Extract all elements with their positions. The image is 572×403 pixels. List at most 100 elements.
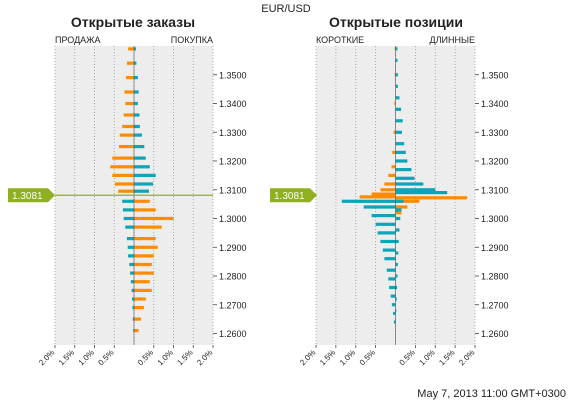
bar-right-teal	[395, 199, 404, 203]
bar-left-teal	[363, 205, 396, 209]
bar-left-teal	[382, 248, 396, 252]
bar-left-teal	[341, 199, 396, 203]
long-side-label: ДЛИННЫЕ	[430, 35, 475, 45]
bar-left-orange	[112, 173, 134, 177]
bar-left-teal	[130, 280, 134, 284]
y-tick-label: 1.3200	[219, 157, 247, 167]
open-positions-title: Открытые позиции	[329, 14, 463, 30]
bar-left-orange	[118, 189, 134, 193]
bar-left-orange	[359, 195, 396, 199]
x-tick-label: 1.5%	[437, 348, 456, 367]
bar-left-teal	[386, 268, 396, 272]
bar-left-teal	[133, 329, 134, 333]
bar-right-teal	[134, 182, 153, 186]
bar-left-orange	[371, 192, 396, 196]
bar-left-teal	[127, 245, 134, 249]
bar-right-orange	[395, 199, 420, 203]
open-orders-chart: Открытые заказы ПРОДАЖА ПОКУПКА 1.2600 1.…	[8, 14, 247, 367]
bar-right-teal	[395, 239, 399, 244]
bar-right-orange	[134, 317, 142, 321]
bar-right-teal	[395, 228, 400, 232]
y-tick-label: 1.3100	[481, 185, 509, 195]
x-tick-label: 1.0%	[417, 348, 436, 367]
bar-left-teal	[130, 271, 134, 275]
bar-right-teal	[134, 47, 136, 51]
bar-left-teal	[132, 297, 134, 301]
y-tick-label: 1.2800	[481, 272, 509, 282]
bar-right-teal	[395, 262, 398, 267]
y-tick-label: 1.2800	[219, 272, 247, 282]
bar-left-teal	[375, 222, 396, 226]
timestamp-label: May 7, 2013 11:00 GMT+0300	[417, 388, 566, 400]
y-tick-label: 1.2700	[219, 300, 247, 310]
bar-left-teal	[123, 216, 134, 221]
bar-left-teal	[126, 237, 134, 241]
x-tick-label: 1.0%	[338, 348, 357, 367]
bar-left-teal	[129, 262, 134, 267]
current-price-label: 1.3081	[12, 191, 43, 202]
bar-right-teal	[395, 297, 397, 301]
bar-right-orange	[134, 329, 139, 333]
bar-left-teal	[393, 320, 396, 324]
x-tick-label: 2.0%	[298, 348, 317, 367]
bar-right-orange	[134, 245, 158, 249]
bar-left-orange	[126, 76, 134, 80]
bar-right-teal	[395, 182, 424, 186]
bar-left-teal	[390, 294, 396, 298]
bar-left-teal	[132, 317, 134, 321]
bar-right-teal	[395, 119, 403, 123]
x-tick-label: 2.0%	[457, 348, 476, 367]
bar-left-teal	[380, 239, 396, 244]
bar-left-teal	[391, 303, 396, 307]
bar-right-teal	[395, 285, 398, 290]
bar-right-teal	[395, 96, 400, 100]
chart-main-title: EUR/USD	[261, 3, 311, 15]
current-price-marker	[270, 188, 317, 203]
current-price-marker	[8, 188, 55, 203]
current-price-label: 1.3081	[274, 191, 305, 202]
bar-right-orange	[395, 196, 468, 200]
bar-right-orange	[134, 237, 156, 241]
bar-right-teal	[395, 251, 399, 255]
y-tick-label: 1.2900	[219, 243, 247, 253]
bar-right-teal	[395, 191, 448, 195]
y-tick-label: 1.2600	[219, 329, 247, 339]
bar-left-orange	[123, 113, 134, 117]
short-side-label: КОРОТКИЕ	[316, 35, 364, 45]
bar-right-orange	[134, 306, 144, 310]
bar-right-orange	[134, 288, 152, 292]
y-tick-label: 1.3400	[481, 99, 509, 109]
bar-right-teal	[395, 216, 401, 221]
bar-left-orange	[112, 156, 134, 160]
bar-right-teal	[395, 188, 436, 192]
y-tick-label: 1.3500	[219, 70, 247, 80]
bar-right-teal	[134, 113, 140, 117]
y-tick-label: 1.3400	[219, 99, 247, 109]
x-tick-label: 0.5%	[96, 348, 115, 367]
y-tick-label: 1.3000	[219, 214, 247, 224]
bar-right-teal	[134, 90, 139, 94]
bar-right-teal	[395, 159, 408, 163]
bar-left-orange	[393, 130, 396, 134]
bar-right-teal	[134, 165, 150, 169]
bar-right-teal	[395, 176, 415, 180]
buy-side-label: ПОКУПКА	[171, 35, 213, 45]
y-tick-label: 1.2900	[481, 243, 509, 253]
bar-right-teal	[395, 150, 406, 154]
bar-left-teal	[122, 208, 134, 212]
bar-right-orange	[134, 225, 162, 229]
bar-right-teal	[395, 47, 398, 51]
bar-left-orange	[394, 47, 396, 51]
bar-left-teal	[128, 254, 134, 258]
bar-right-teal	[395, 84, 398, 88]
y-tick-label: 1.2700	[481, 300, 509, 310]
bar-right-orange	[134, 199, 150, 203]
x-tick-label: 0.5%	[398, 348, 417, 367]
bar-right-teal	[395, 168, 412, 172]
bar-right-teal	[395, 107, 402, 111]
x-tick-label: 1.0%	[156, 348, 175, 367]
bar-left-teal	[388, 277, 396, 281]
bar-left-orange	[380, 188, 396, 192]
bar-left-orange	[384, 182, 396, 186]
bar-right-orange	[134, 254, 154, 258]
